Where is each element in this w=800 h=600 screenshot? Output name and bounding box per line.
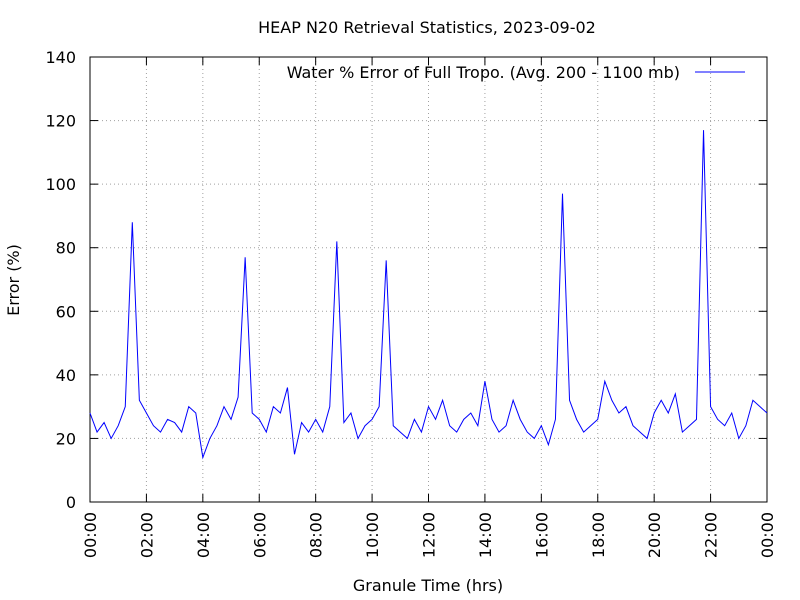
legend-label: Water % Error of Full Tropo. (Avg. 200 -…	[287, 63, 680, 82]
y-axis-label: Error (%)	[4, 244, 23, 316]
y-tick-label: 0	[66, 493, 76, 512]
x-tick-label: 00:00	[758, 512, 777, 558]
x-axis-label: Granule Time (hrs)	[353, 576, 503, 595]
x-tick-label: 18:00	[589, 512, 608, 558]
x-tick-label: 10:00	[363, 512, 382, 558]
data-line	[89, 130, 768, 460]
y-tick-label: 80	[56, 239, 76, 258]
x-tick-label: 14:00	[476, 512, 495, 558]
x-tick-label: 08:00	[307, 512, 326, 558]
y-tick-label: 140	[45, 48, 76, 67]
plot-frame	[89, 56, 768, 503]
y-tick-label: 20	[56, 429, 76, 448]
x-tick-label: 12:00	[420, 512, 439, 558]
y-tick-label: 100	[45, 175, 76, 194]
x-tick-label: 04:00	[194, 512, 213, 558]
chart-title: HEAP N20 Retrieval Statistics, 2023-09-0…	[258, 18, 596, 37]
y-tick-label: 40	[56, 366, 76, 385]
y-tick-label: 120	[45, 112, 76, 131]
x-tick-label: 02:00	[137, 512, 156, 558]
x-tick-label: 20:00	[645, 512, 664, 558]
x-tick-label: 16:00	[532, 512, 551, 558]
x-tick-label: 22:00	[702, 512, 721, 558]
x-tick-label: 06:00	[250, 512, 269, 558]
y-tick-label: 60	[56, 302, 76, 321]
x-tick-label: 00:00	[81, 512, 100, 558]
